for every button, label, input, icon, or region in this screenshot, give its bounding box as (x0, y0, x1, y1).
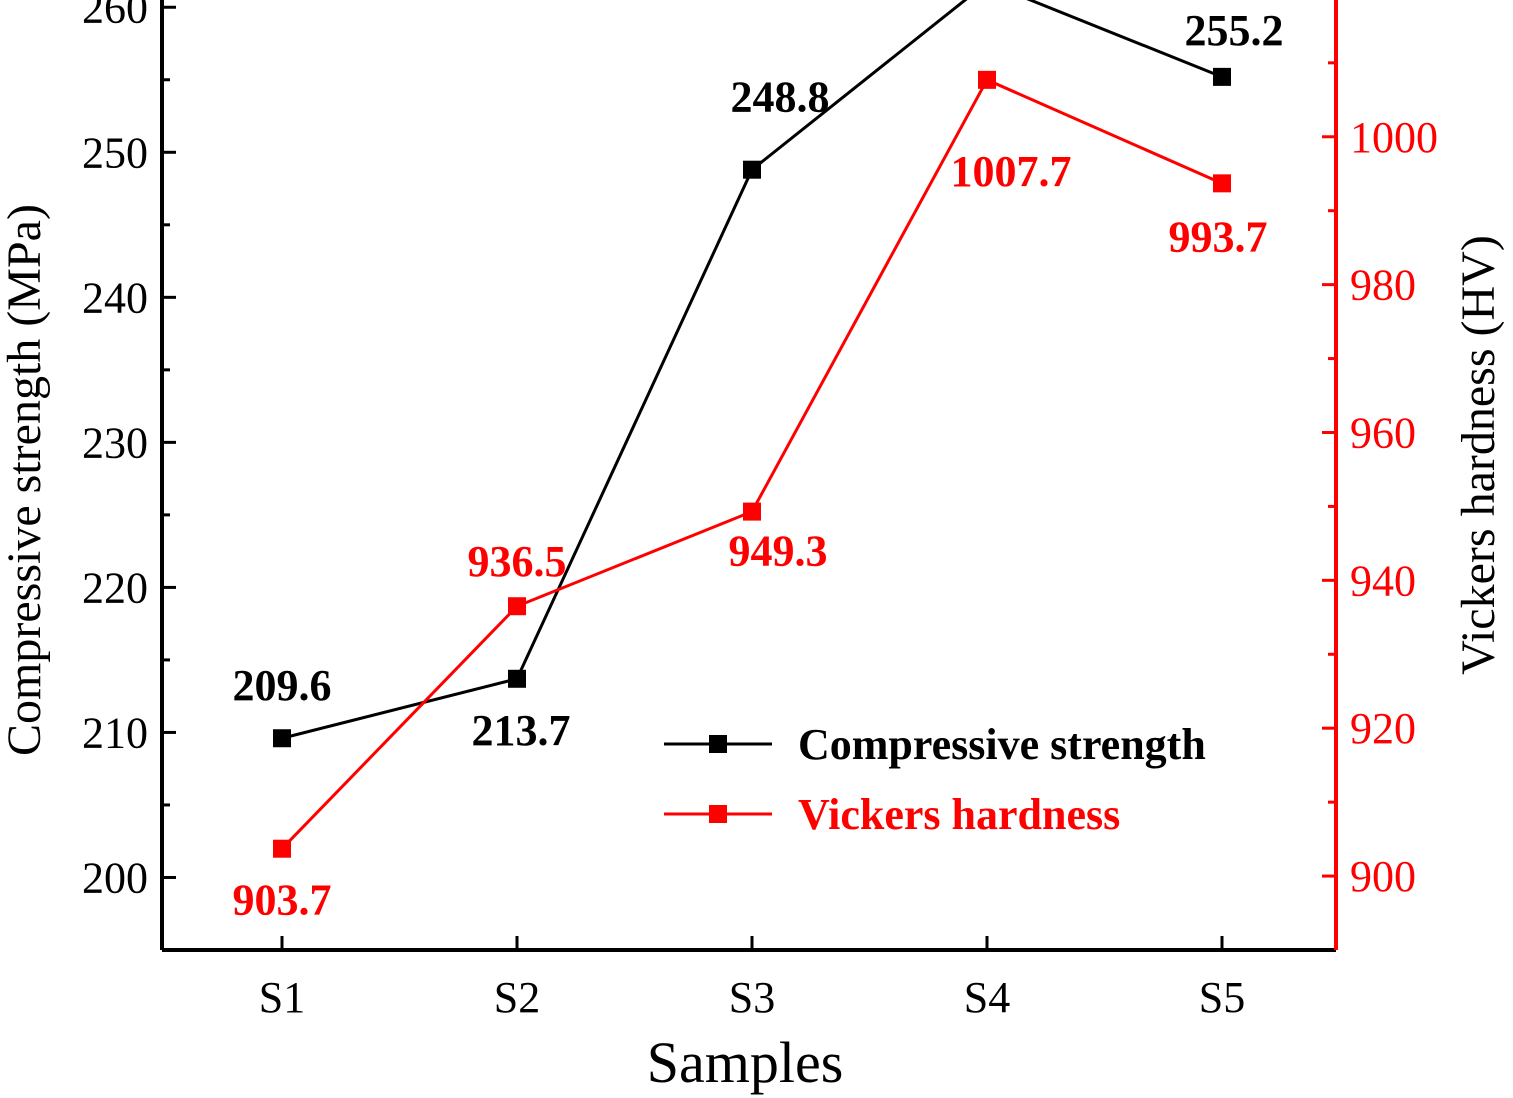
left-tick-label: 230 (82, 418, 148, 467)
legend-marker (709, 735, 727, 753)
legend-label: Compressive strength (798, 720, 1206, 769)
left-tick-label: 250 (82, 128, 148, 177)
right-tick-label: 940 (1350, 556, 1416, 605)
right-axis-title: Vickers hardness (HV) (1452, 235, 1505, 675)
x-axis: S1 S2 S3 S4 S5 (259, 936, 1245, 1022)
data-point (743, 502, 761, 521)
legend-marker (709, 805, 727, 823)
right-tick-label: 920 (1350, 704, 1416, 753)
data-point (273, 839, 291, 858)
left-axis-title: Compressive strength (MPa) (0, 204, 51, 756)
right-tick-label: 1000 (1350, 113, 1438, 162)
x-tick-label: S2 (494, 973, 540, 1022)
data-labels: 209.6213.7248.8261.7255.2903.7936.5949.3… (233, 6, 1284, 925)
series-layer (273, 0, 1231, 858)
right-tick-label: 980 (1350, 261, 1416, 310)
legend-label: Vickers hardness (798, 790, 1120, 839)
data-point (743, 160, 761, 179)
data-point (508, 597, 526, 616)
data-label: 903.7 (233, 876, 332, 925)
data-label: 255.2 (1185, 6, 1284, 55)
plot-frame (160, 0, 1338, 952)
x-tick-label: S1 (259, 973, 305, 1022)
data-label: 1007.7 (951, 147, 1072, 196)
x-tick-label: S4 (964, 973, 1010, 1022)
x-tick-label: S3 (729, 973, 775, 1022)
data-point (1213, 67, 1231, 86)
data-label: 248.8 (731, 73, 830, 122)
data-point (1213, 174, 1231, 193)
data-label: 993.7 (1169, 212, 1268, 261)
data-point (978, 70, 996, 89)
right-axis: 900 920 940 960 980 1000 (1322, 61, 1438, 901)
data-label: 936.5 (468, 537, 567, 586)
data-point (508, 669, 526, 688)
data-label: 213.7 (472, 706, 571, 755)
x-tick-label: S5 (1199, 973, 1245, 1022)
right-tick-label: 900 (1350, 852, 1416, 901)
left-tick-label: 210 (82, 708, 148, 757)
data-label: 949.3 (729, 527, 828, 576)
legend: Compressive strength Vickers hardness (664, 720, 1206, 839)
x-axis-title: Samples (647, 1030, 844, 1095)
left-tick-label: 200 (82, 853, 148, 902)
left-tick-label: 240 (82, 273, 148, 322)
data-point (273, 729, 291, 748)
left-tick-label: 220 (82, 563, 148, 612)
left-tick-label: 260 (82, 0, 148, 32)
data-label: 209.6 (233, 661, 332, 710)
left-axis: 200 210 220 230 240 250 260 (82, 0, 176, 902)
right-tick-label: 960 (1350, 408, 1416, 457)
